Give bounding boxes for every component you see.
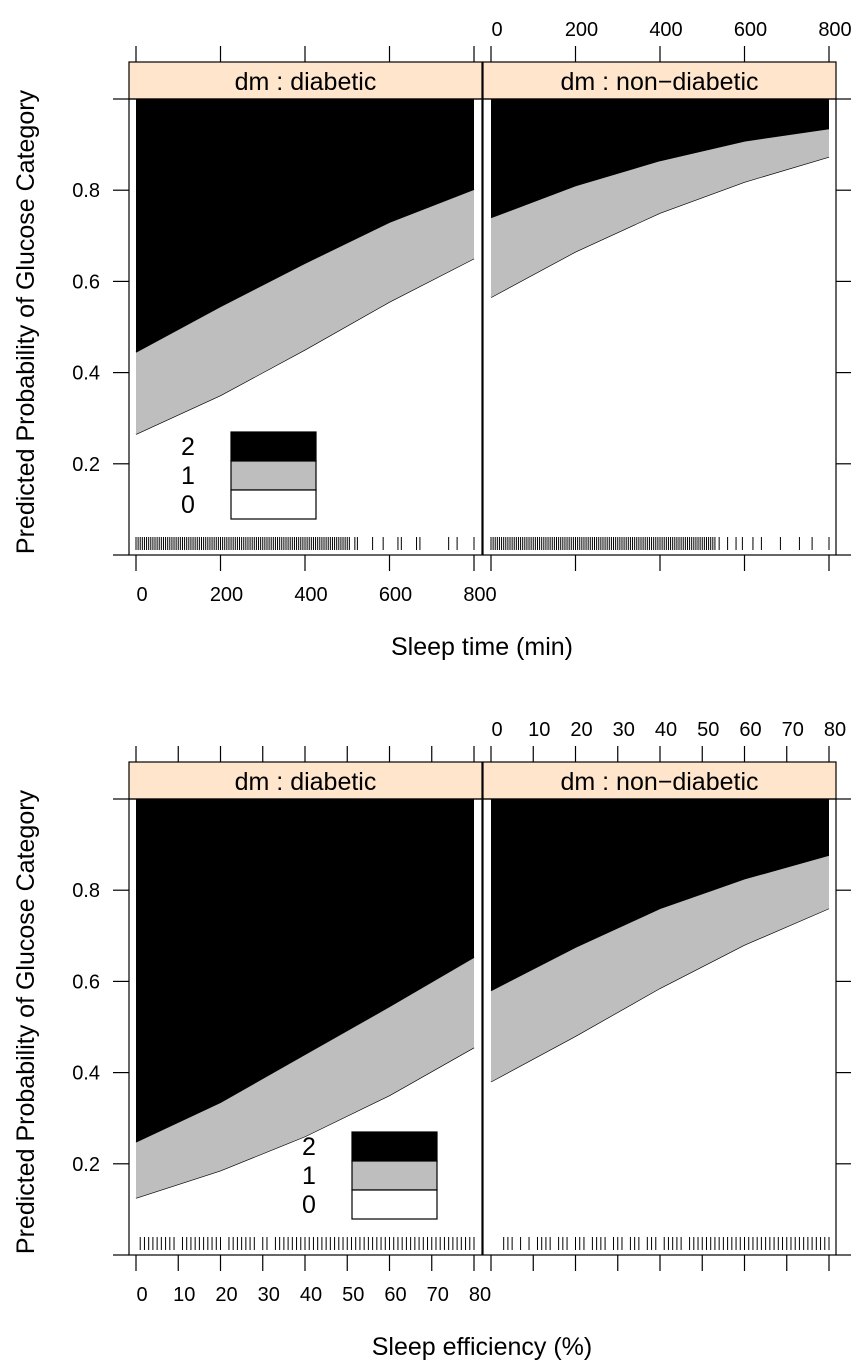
strip-label-c1-p1: dm : non−diabetic	[560, 768, 758, 796]
area-cat-2-c0-p0	[136, 99, 474, 353]
x-tick-label-bottom: 0	[136, 584, 147, 606]
legend-swatch-0	[230, 489, 317, 520]
x-tick-label-top: 40	[655, 719, 677, 741]
x-tick-label-top: 400	[649, 19, 682, 41]
y-tick-label: 0.6	[72, 971, 100, 993]
area-cat-2-c0-p1	[491, 99, 829, 218]
legend-swatch-0	[351, 1189, 438, 1220]
legend-label-0: 0	[181, 491, 195, 519]
y-tick-label: 0.2	[72, 454, 100, 476]
x-tick-label-bottom: 800	[463, 584, 496, 606]
x-tick-label-top: 10	[528, 719, 550, 741]
legend-swatch-1	[351, 1160, 438, 1191]
strip-label-c0-p1: dm : non−diabetic	[560, 68, 758, 96]
legend-swatch-2	[351, 1131, 438, 1162]
x-tick-label-top: 70	[782, 719, 804, 741]
y-tick-label: 0.8	[72, 180, 100, 202]
x-tick-label-bottom: 20	[215, 1284, 237, 1306]
x-tick-label-top: 20	[570, 719, 592, 741]
legend-label-1: 1	[302, 1162, 316, 1190]
x-tick-label-top: 0	[491, 719, 502, 741]
legend-swatch-2	[230, 431, 317, 462]
x-tick-label-bottom: 0	[136, 1284, 147, 1306]
x-tick-label-bottom: 60	[384, 1284, 406, 1306]
x-tick-label-bottom: 30	[258, 1284, 280, 1306]
legend-label-0: 0	[302, 1191, 316, 1219]
area-cat-1-c0-p0	[136, 189, 474, 435]
y-tick-label: 0.6	[72, 271, 100, 293]
x-tick-label-bottom: 200	[210, 584, 243, 606]
rug-marks-c0-p0	[135, 537, 475, 550]
x-tick-label-bottom: 40	[300, 1284, 322, 1306]
x-tick-label-top: 200	[565, 19, 598, 41]
area-cat-2-c1-p0	[136, 799, 474, 1142]
rug-marks-c0-p1	[490, 537, 830, 550]
panel-strip-c1-p0	[128, 761, 483, 800]
x-axis-title: Sleep efficiency (%)	[372, 1333, 592, 1361]
panel-strip-c1-p1	[482, 761, 837, 800]
x-tick-label-top: 80	[824, 719, 846, 741]
legend-label-2: 2	[302, 1133, 316, 1161]
area-cat-0-c0-p0	[136, 258, 474, 555]
area-cat-1-c1-p1	[491, 855, 829, 1082]
x-axis-title: Sleep time (min)	[391, 633, 573, 661]
x-tick-label-top: 800	[818, 19, 851, 41]
panel-strip-c0-p1	[482, 61, 837, 100]
y-tick-label: 0.4	[72, 363, 100, 385]
legend-label-1: 1	[181, 462, 195, 490]
x-tick-label-top: 30	[613, 719, 635, 741]
legend-swatch-1	[230, 460, 317, 491]
x-tick-label-top: 60	[739, 719, 761, 741]
x-tick-label-bottom: 10	[173, 1284, 195, 1306]
y-axis-title: Predicted Probability of Glucose Categor…	[12, 89, 40, 554]
x-tick-label-top: 50	[697, 719, 719, 741]
area-cat-2-c1-p1	[491, 799, 829, 991]
x-tick-label-bottom: 70	[427, 1284, 449, 1306]
y-tick-label: 0.4	[72, 1063, 100, 1085]
x-tick-label-bottom: 50	[342, 1284, 364, 1306]
area-cat-0-c0-p1	[491, 156, 829, 556]
rug-marks-c1-p1	[503, 1237, 830, 1250]
x-tick-label-top: 600	[734, 19, 767, 41]
x-tick-label-bottom: 600	[379, 584, 412, 606]
legend-label-2: 2	[181, 433, 195, 461]
strip-label-c1-p0: dm : diabetic	[235, 768, 377, 796]
rug-marks-c1-p0	[139, 1237, 475, 1250]
area-cat-1-c0-p1	[491, 128, 829, 298]
area-cat-1-c1-p0	[136, 957, 474, 1198]
x-tick-label-top: 0	[491, 19, 502, 41]
y-axis-title: Predicted Probability of Glucose Categor…	[12, 789, 40, 1254]
strip-label-c0-p0: dm : diabetic	[235, 68, 377, 96]
y-tick-label: 0.2	[72, 1154, 100, 1176]
x-tick-label-bottom: 400	[294, 584, 327, 606]
y-tick-label: 0.8	[72, 880, 100, 902]
area-cat-0-c1-p1	[491, 908, 829, 1255]
x-tick-label-bottom: 80	[469, 1284, 491, 1306]
